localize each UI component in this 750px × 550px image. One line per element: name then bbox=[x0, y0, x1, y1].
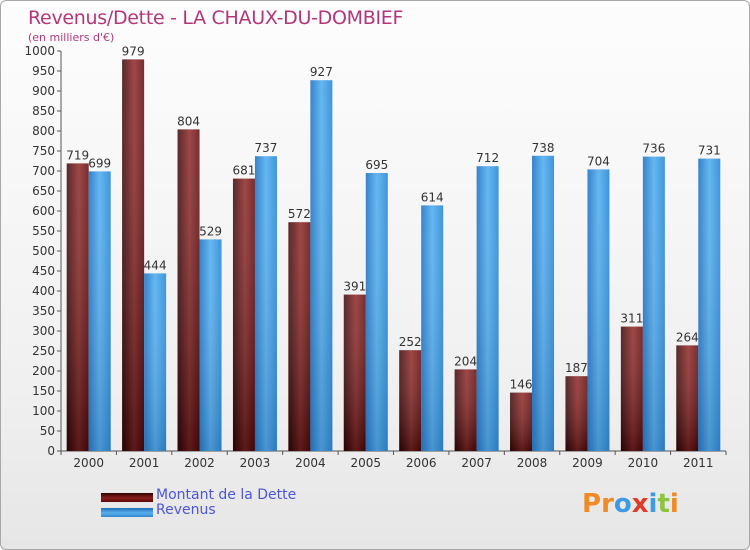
bar-dette-shade bbox=[454, 369, 477, 451]
x-tick-label: 2003 bbox=[240, 456, 271, 470]
data-label: 979 bbox=[122, 44, 145, 58]
data-label: 391 bbox=[343, 280, 366, 294]
bar-revenus-shade bbox=[532, 155, 555, 452]
data-label: 719 bbox=[66, 148, 89, 162]
data-label: 736 bbox=[642, 142, 665, 156]
legend-swatch-dette bbox=[101, 493, 153, 502]
bar-dette-shade bbox=[66, 163, 89, 451]
bar-revenus-shade bbox=[698, 158, 721, 451]
data-label: 738 bbox=[532, 141, 555, 155]
data-label: 731 bbox=[698, 144, 721, 158]
data-label: 311 bbox=[620, 312, 643, 326]
logo-letter: x bbox=[631, 489, 649, 519]
y-tick-label: 600 bbox=[32, 204, 55, 218]
data-label: 252 bbox=[399, 335, 422, 349]
data-label: 699 bbox=[88, 156, 111, 170]
x-tick-label: 2011 bbox=[683, 456, 714, 470]
data-label: 187 bbox=[565, 361, 588, 375]
bar-revenus-shade bbox=[587, 169, 610, 451]
data-label: 204 bbox=[454, 354, 477, 368]
proxiti-logo: Proxiti bbox=[582, 489, 679, 519]
bar-revenus-shade bbox=[88, 171, 111, 451]
x-tick-label: 2002 bbox=[184, 456, 215, 470]
y-tick-label: 900 bbox=[32, 84, 55, 98]
bar-revenus-shade bbox=[365, 173, 388, 451]
bar-dette-shade bbox=[177, 129, 200, 451]
data-label: 146 bbox=[510, 378, 533, 392]
y-tick-label: 300 bbox=[32, 324, 55, 338]
legend-label-dette: Montant de la Dette bbox=[156, 487, 297, 503]
logo-letter: r bbox=[601, 489, 614, 519]
chart-title: Revenus/Dette - LA CHAUX-DU-DOMBIEF bbox=[28, 7, 404, 29]
legend-label-revenus: Revenus bbox=[156, 502, 216, 518]
data-label: 444 bbox=[144, 258, 167, 272]
y-tick-label: 650 bbox=[32, 184, 55, 198]
y-tick-label: 450 bbox=[32, 264, 55, 278]
data-label: 927 bbox=[310, 65, 333, 79]
bar-revenus-shade bbox=[421, 205, 444, 451]
data-label: 614 bbox=[421, 190, 444, 204]
bar-revenus-shade bbox=[476, 166, 499, 451]
y-tick-label: 500 bbox=[32, 244, 55, 258]
x-tick-label: 2008 bbox=[517, 456, 548, 470]
y-tick-label: 950 bbox=[32, 64, 55, 78]
data-label: 695 bbox=[365, 158, 388, 172]
logo-letter: i bbox=[648, 489, 658, 519]
y-tick-label: 50 bbox=[40, 424, 55, 438]
x-tick-label: 2000 bbox=[73, 456, 104, 470]
y-tick-label: 1000 bbox=[24, 44, 55, 58]
bar-dette-shade bbox=[343, 294, 366, 451]
y-tick-label: 850 bbox=[32, 104, 55, 118]
logo-letter: o bbox=[613, 489, 632, 519]
logo-letter: i bbox=[669, 489, 679, 519]
data-label: 704 bbox=[587, 154, 610, 168]
y-tick-label: 800 bbox=[32, 124, 55, 138]
bar-dette-shade bbox=[232, 178, 255, 451]
bar-revenus-shade bbox=[642, 156, 665, 451]
y-tick-label: 400 bbox=[32, 284, 55, 298]
x-tick-label: 2001 bbox=[129, 456, 160, 470]
bar-dette-shade bbox=[620, 326, 643, 451]
y-tick-label: 0 bbox=[47, 444, 55, 458]
logo-letter: P bbox=[582, 489, 602, 519]
y-tick-label: 150 bbox=[32, 384, 55, 398]
chart-subtitle: (en milliers d'€) bbox=[28, 31, 115, 44]
bar-dette-shade bbox=[676, 345, 699, 451]
bar-dette-shade bbox=[122, 59, 145, 452]
data-label: 712 bbox=[476, 151, 499, 165]
logo-letter: t bbox=[657, 489, 670, 519]
data-label: 737 bbox=[255, 141, 278, 155]
y-tick-label: 200 bbox=[32, 364, 55, 378]
x-tick-label: 2010 bbox=[628, 456, 659, 470]
bar-dette-shade bbox=[510, 392, 533, 451]
bar-dette-shade bbox=[288, 222, 311, 451]
legend-swatch-revenus bbox=[101, 508, 153, 517]
x-tick-label: 2007 bbox=[461, 456, 492, 470]
y-tick-label: 550 bbox=[32, 224, 55, 238]
data-label: 572 bbox=[288, 207, 311, 221]
bar-revenus-shade bbox=[310, 80, 333, 451]
x-tick-label: 2004 bbox=[295, 456, 326, 470]
bar-dette-shade bbox=[399, 350, 422, 451]
y-tick-label: 750 bbox=[32, 144, 55, 158]
y-tick-label: 700 bbox=[32, 164, 55, 178]
data-label: 529 bbox=[199, 224, 222, 238]
y-tick-label: 250 bbox=[32, 344, 55, 358]
data-label: 681 bbox=[233, 164, 256, 178]
x-tick-label: 2005 bbox=[351, 456, 382, 470]
x-tick-label: 2006 bbox=[406, 456, 437, 470]
data-label: 804 bbox=[177, 114, 200, 128]
bar-revenus-shade bbox=[199, 239, 222, 451]
x-tick-label: 2009 bbox=[572, 456, 603, 470]
bar-revenus-shade bbox=[254, 156, 277, 451]
bar-dette-shade bbox=[565, 376, 588, 451]
bar-revenus-shade bbox=[144, 273, 167, 451]
y-tick-label: 100 bbox=[32, 404, 55, 418]
y-tick-label: 350 bbox=[32, 304, 55, 318]
data-label: 264 bbox=[676, 330, 699, 344]
